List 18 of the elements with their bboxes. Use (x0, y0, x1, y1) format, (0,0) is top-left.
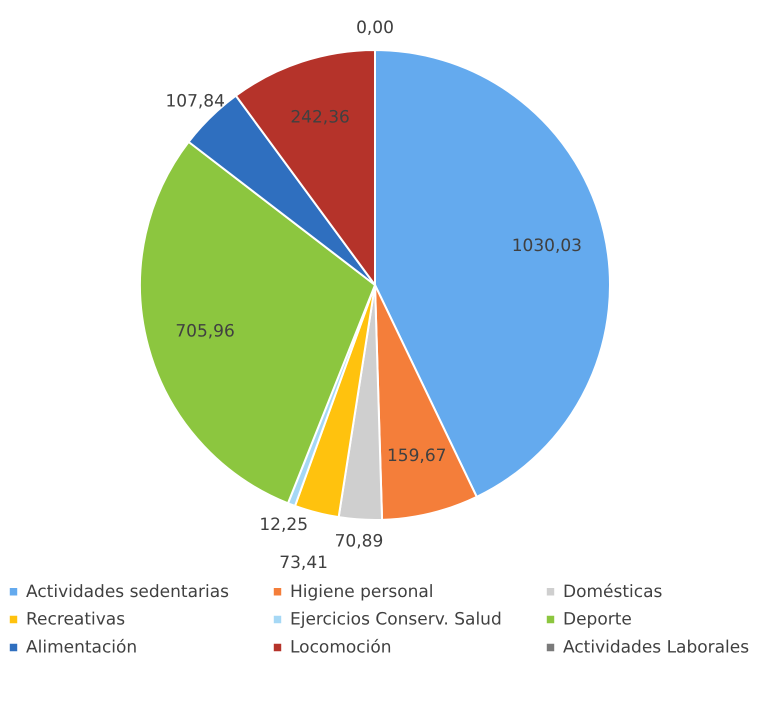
legend-label: Actividades Laborales (563, 638, 750, 658)
legend-label: Alimentación (26, 638, 138, 658)
legend-label: Actividades sedentarias (26, 582, 230, 602)
text: 0,00 (356, 18, 394, 38)
legend-label: Locomoción (290, 638, 392, 658)
data-label: 159,67 (386, 446, 446, 466)
data-label: 242,36 (290, 108, 350, 128)
legend-label: Recreativas (26, 610, 126, 630)
data-label: 705,96 (175, 322, 235, 342)
legend-label: Ejercicios Conserv. Salud (290, 610, 502, 630)
legend-label: Higiene personal (290, 582, 434, 602)
legend-label: Deporte (563, 610, 632, 630)
data-label: 107,84 (165, 91, 225, 112)
data-label: 12,25 (259, 515, 308, 536)
data-label: 73,41 (279, 552, 328, 573)
data-label: 70,89 (334, 531, 384, 552)
data-label: 1030,03 (512, 236, 582, 256)
legend-label: Domésticas (563, 582, 663, 602)
